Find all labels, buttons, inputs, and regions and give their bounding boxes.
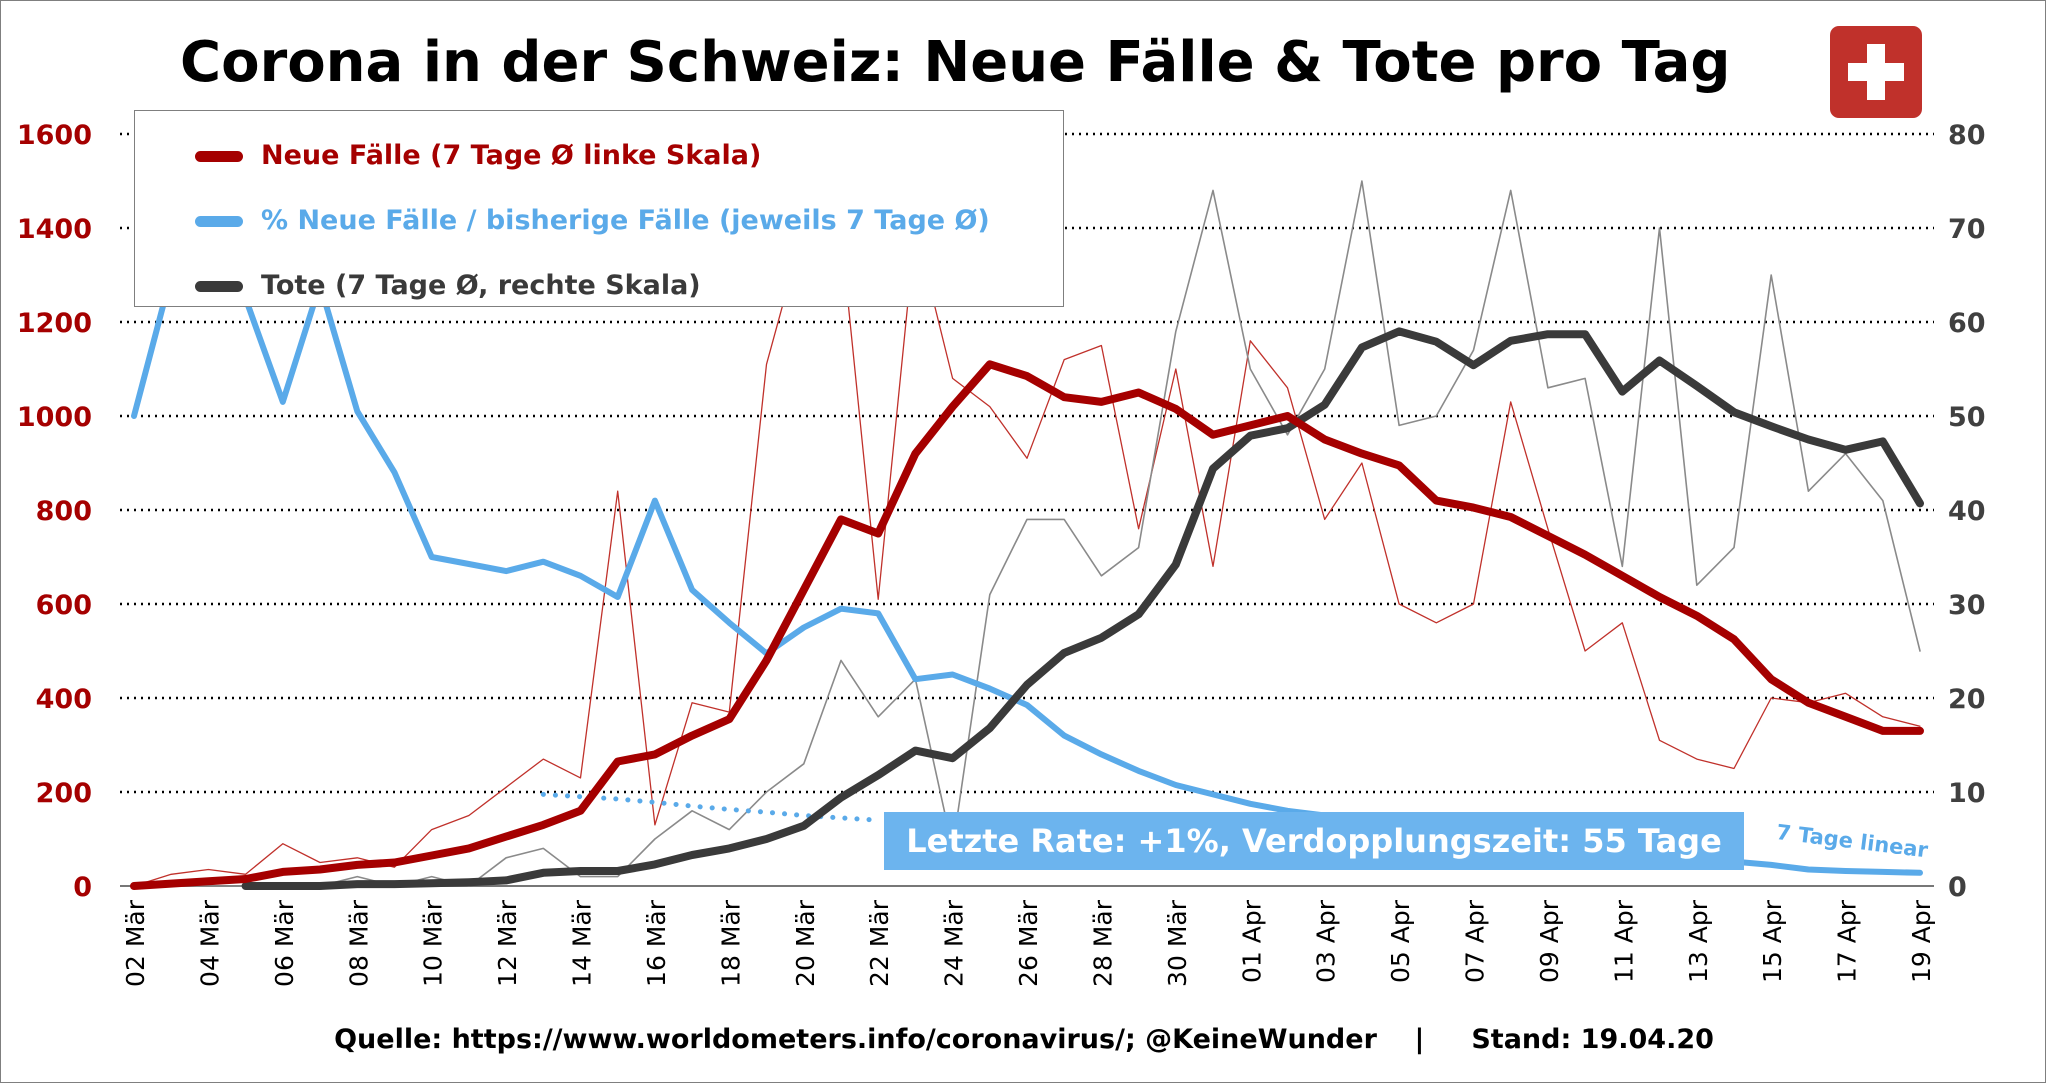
x-tick-label: 03 Apr [1312, 899, 1341, 983]
series-line-deaths [241, 327, 1924, 890]
right-tick-label: 0 [1948, 872, 1967, 903]
x-tick-label: 22 Mär [865, 899, 894, 987]
legend-label-rate: % Neue Fälle / bisherige Fälle (jeweils … [261, 205, 990, 236]
x-tick-label: 19 Apr [1907, 899, 1936, 983]
right-tick-label: 20 [1948, 684, 1986, 715]
legend-label-deaths: Tote (7 Tage Ø, rechte Skala) [261, 270, 701, 301]
x-tick-label: 30 Mär [1163, 899, 1192, 987]
legend-swatch-deaths [195, 281, 243, 292]
source-footer: Quelle: https://www.worldometers.info/co… [334, 1024, 1714, 1055]
left-tick-label: 200 [36, 778, 92, 809]
left-tick-label: 1400 [17, 214, 92, 245]
swiss-flag-icon [1830, 26, 1922, 118]
right-tick-label: 50 [1948, 402, 1986, 433]
left-tick-label: 400 [36, 684, 92, 715]
x-tick-label: 28 Mär [1088, 899, 1117, 987]
x-tick-label: 01 Apr [1237, 899, 1266, 983]
x-tick-label: 10 Mär [419, 899, 448, 987]
left-axis-ticks: 0 200 400 600 800 1000 1200 1400 1600 [17, 120, 92, 903]
x-tick-label: 14 Mär [568, 899, 597, 987]
left-tick-label: 1200 [17, 308, 92, 339]
x-tick-label: 05 Apr [1386, 899, 1415, 983]
x-tick-label: 09 Apr [1535, 899, 1564, 983]
doubling-time-callout: Letzte Rate: +1%, Verdopplungszeit: 55 T… [884, 812, 1744, 870]
right-tick-label: 80 [1948, 120, 1986, 151]
legend: Neue Fälle (7 Tage Ø linke Skala) % Neue… [134, 110, 1064, 307]
x-tick-label: 04 Mär [195, 899, 224, 987]
x-tick-label: 15 Apr [1758, 899, 1787, 983]
right-axis-ticks: 0 10 20 30 40 50 60 70 80 [1948, 120, 1986, 903]
legend-swatch-cases [195, 151, 243, 162]
x-axis-ticks: 02 Mär 04 Mär 06 Mär 08 Mär 10 Mär 12 Mär 14 M… [121, 899, 1936, 987]
left-tick-label: 600 [36, 590, 92, 621]
series-line-cases_raw [133, 227, 1921, 887]
left-tick-label: 800 [36, 496, 92, 527]
x-tick-label: 17 Apr [1833, 899, 1862, 983]
x-tick-label: 18 Mär [716, 899, 745, 987]
right-tick-label: 10 [1948, 778, 1986, 809]
legend-swatch-rate [195, 216, 243, 227]
series-line-cases [130, 360, 1924, 890]
right-tick-label: 30 [1948, 590, 1986, 621]
left-tick-label: 1000 [17, 402, 92, 433]
x-tick-label: 12 Mär [493, 899, 522, 987]
chart-title: Corona in der Schweiz: Neue Fälle & Tote… [180, 30, 1731, 95]
legend-label-cases: Neue Fälle (7 Tage Ø linke Skala) [261, 140, 762, 171]
left-tick-label: 0 [73, 872, 92, 903]
x-tick-label: 26 Mär [1014, 899, 1043, 987]
right-tick-label: 60 [1948, 308, 1986, 339]
x-tick-label: 24 Mär [940, 899, 969, 987]
x-tick-label: 20 Mär [791, 899, 820, 987]
x-tick-label: 06 Mär [270, 899, 299, 987]
right-tick-label: 40 [1948, 496, 1986, 527]
x-tick-label: 16 Mär [642, 899, 671, 987]
x-tick-label: 08 Mär [344, 899, 373, 987]
series-line-deaths_raw [133, 180, 1921, 887]
x-tick-label: 07 Apr [1461, 899, 1490, 983]
x-tick-label: 13 Apr [1684, 899, 1713, 983]
left-tick-label: 1600 [17, 120, 92, 151]
right-tick-label: 70 [1948, 214, 1986, 245]
x-tick-label: 11 Apr [1609, 899, 1638, 983]
x-tick-label: 02 Mär [121, 899, 150, 987]
